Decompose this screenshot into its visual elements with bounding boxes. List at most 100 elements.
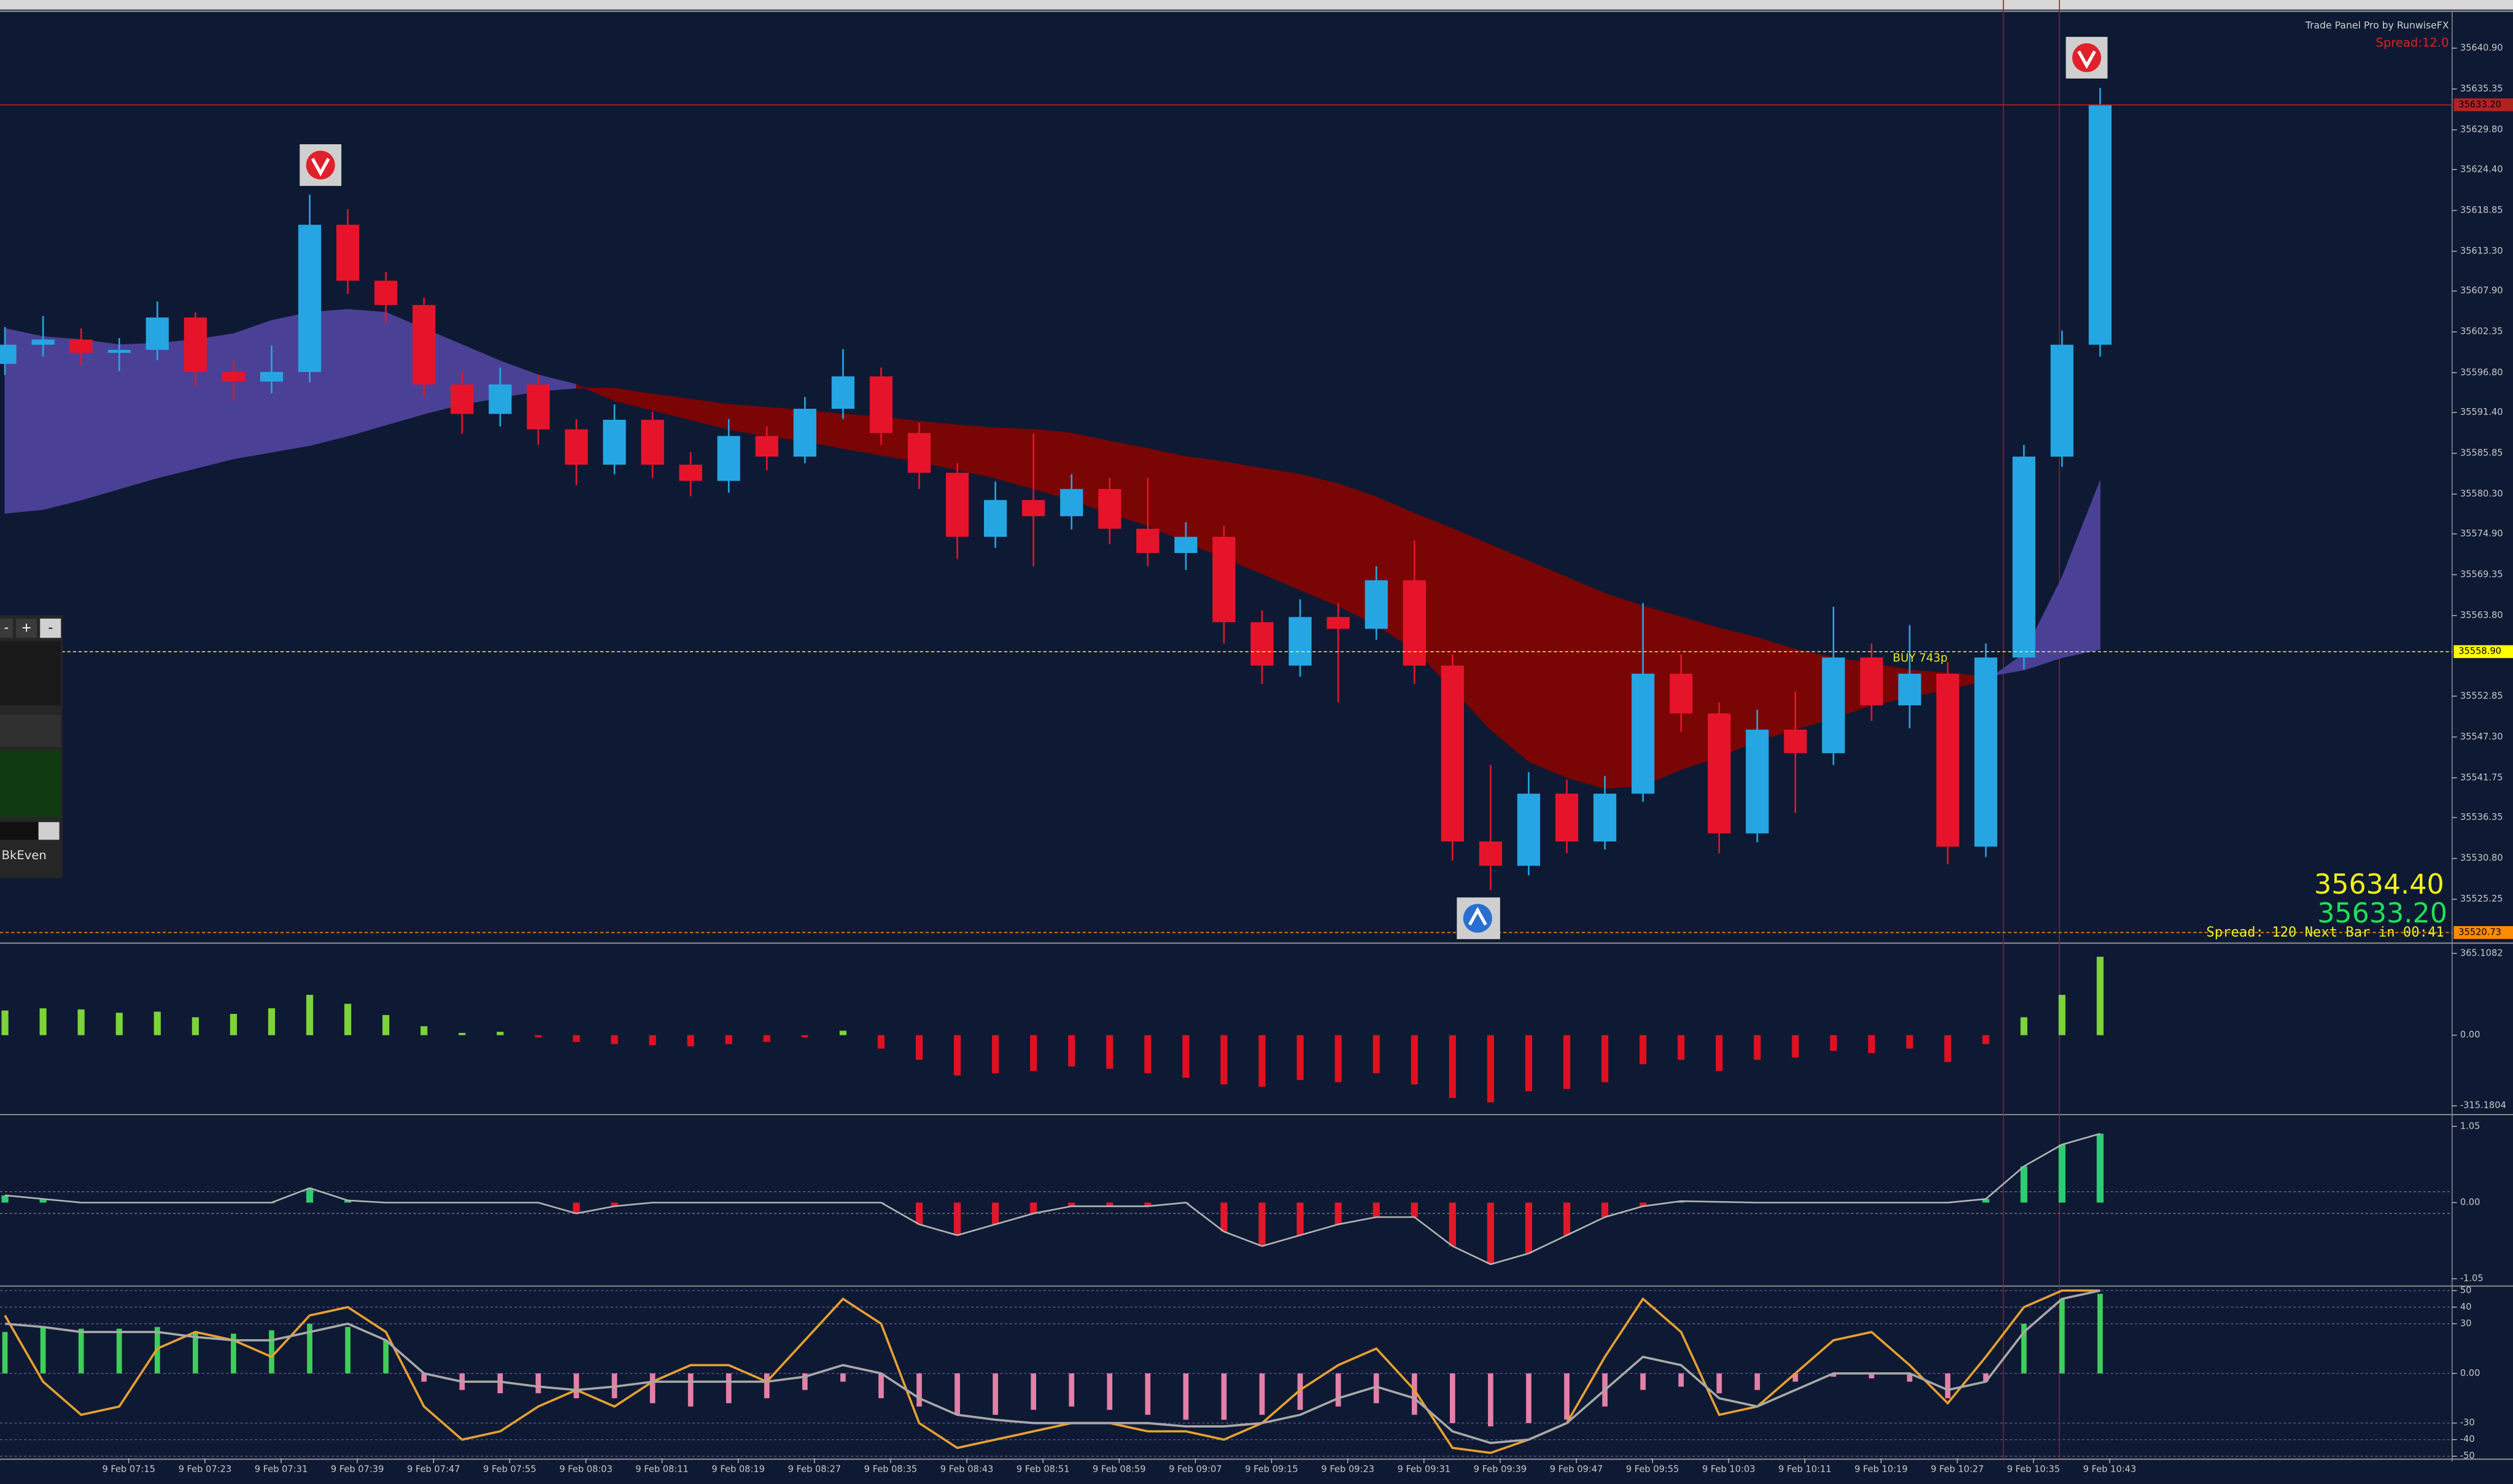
histogram-bar [1373,1035,1380,1073]
histogram-bar [1640,1373,1646,1390]
candle-body [412,304,436,385]
button[interactable] [16,618,37,638]
histogram-bar [2097,1294,2103,1374]
x-tick-label: 9 Feb 09:31 [1398,1464,1451,1474]
histogram-bar [1,1195,9,1203]
histogram-bar [1145,1373,1151,1415]
cloud [80,339,120,501]
y-tick-label: -315.1804 [2460,1100,2506,1111]
histogram-bar [1069,1373,1075,1407]
histogram-bar [1716,1373,1722,1394]
histogram-bar [383,1340,389,1374]
x-tick-label: 9 Feb 08:11 [635,1464,689,1474]
histogram-bar [1487,1035,1494,1103]
histogram-bar [39,1199,47,1203]
spread: Spread:12.0 [2376,36,2449,50]
cloud [1528,560,1568,778]
x-tick-label: 9 Feb 10:43 [2083,1464,2137,1474]
histogram-bar [420,1026,428,1035]
y-tick-label: 35552.85 [2460,690,2503,701]
histogram-bar [39,1008,47,1035]
candle-body [1555,794,1579,842]
candle-body [1860,657,1883,706]
y-tick-label: 0.00 [2460,1368,2480,1378]
histogram-bar [344,1200,352,1203]
cloud [1490,544,1529,762]
signal-icon [300,144,342,186]
histogram-bar [1258,1035,1266,1087]
panel-title: Trade Panel Pro by RunwiseFX [2305,19,2449,31]
button-label[interactable]: + [21,620,31,635]
candle-body [755,436,778,457]
histogram-bar [1563,1202,1571,1235]
cloud [118,342,158,490]
histogram-bar [345,1327,350,1374]
x-tick-label: 9 Feb 07:39 [331,1464,384,1474]
x-tick-label: 9 Feb 09:39 [1474,1464,1527,1474]
histogram-bar [1031,1373,1037,1410]
histogram-bar [78,1328,84,1374]
candle-body [945,473,969,537]
button[interactable] [40,618,61,638]
histogram-bar [115,1013,123,1035]
price-label-box [2453,98,2513,112]
y-tick-label: 35635.35 [2460,83,2503,94]
candle-body [641,420,664,465]
x-tick-label: 9 Feb 10:03 [1702,1464,1756,1474]
candle-body [1708,713,1731,833]
histogram-bar [916,1373,922,1407]
histogram-bar [1754,1373,1760,1390]
price-label: 35520.73 [2458,927,2501,937]
histogram-bar [1297,1373,1303,1410]
candle-body [1403,580,1426,666]
histogram-bar [1107,1373,1113,1410]
histogram-bar [877,1035,885,1049]
histogram-bar [1411,1202,1418,1218]
candle-body [374,280,398,305]
histogram-bar [497,1373,503,1394]
histogram-bar [993,1373,998,1415]
dropdown[interactable] [38,822,60,840]
histogram-bar [1259,1373,1265,1415]
candle-body [489,384,512,414]
histogram-bar [1830,1035,1837,1051]
x-tick-label: 9 Feb 08:35 [864,1464,918,1474]
x-tick-label: 9 Feb 08:03 [559,1464,613,1474]
button[interactable] [0,618,13,638]
histogram-bar [1335,1373,1341,1407]
histogram-bar [1449,1035,1456,1098]
y-tick-label: 35580.30 [2460,489,2503,499]
histogram-bar [1220,1202,1228,1232]
button-label[interactable]: - [4,620,9,635]
x-tick-label: 9 Feb 10:11 [1778,1464,1832,1474]
y-tick-label: 35624.40 [2460,164,2503,174]
panels: 35640.90 35635.35 35629.80 35624.40 35618.85… [0,11,2513,1462]
histogram-bar [192,1017,199,1035]
histogram-bar [268,1008,276,1035]
cloud [42,336,82,510]
histogram-bar [687,1035,694,1046]
y-tick-label: 0.00 [2460,1030,2480,1040]
candle-body [1479,841,1503,866]
candle-body [1593,794,1617,842]
y-tick-label: 35547.30 [2460,732,2503,742]
histogram-bar [611,1035,618,1045]
histogram-bar [992,1202,999,1224]
candle-body [1174,536,1198,554]
histogram-bar [1068,1202,1075,1207]
price-label: 35558.90 [2458,646,2501,657]
histogram-bar [839,1030,846,1035]
histogram-bar [1868,1373,1875,1378]
candle-body [869,376,893,433]
histogram-bar [1868,1035,1875,1053]
y-tick-label: 35591.40 [2460,407,2503,417]
panel-field [0,750,61,817]
x-tick-label: 9 Feb 08:59 [1093,1464,1146,1474]
cloud [995,427,1034,490]
histogram-bar [1144,1035,1152,1073]
button-label[interactable]: - [48,620,53,635]
histogram-bar [1945,1373,1951,1399]
button-label[interactable]: BkEven [2,848,47,862]
candle-body [1898,673,1921,706]
y-tick-label: 35569.35 [2460,569,2503,579]
